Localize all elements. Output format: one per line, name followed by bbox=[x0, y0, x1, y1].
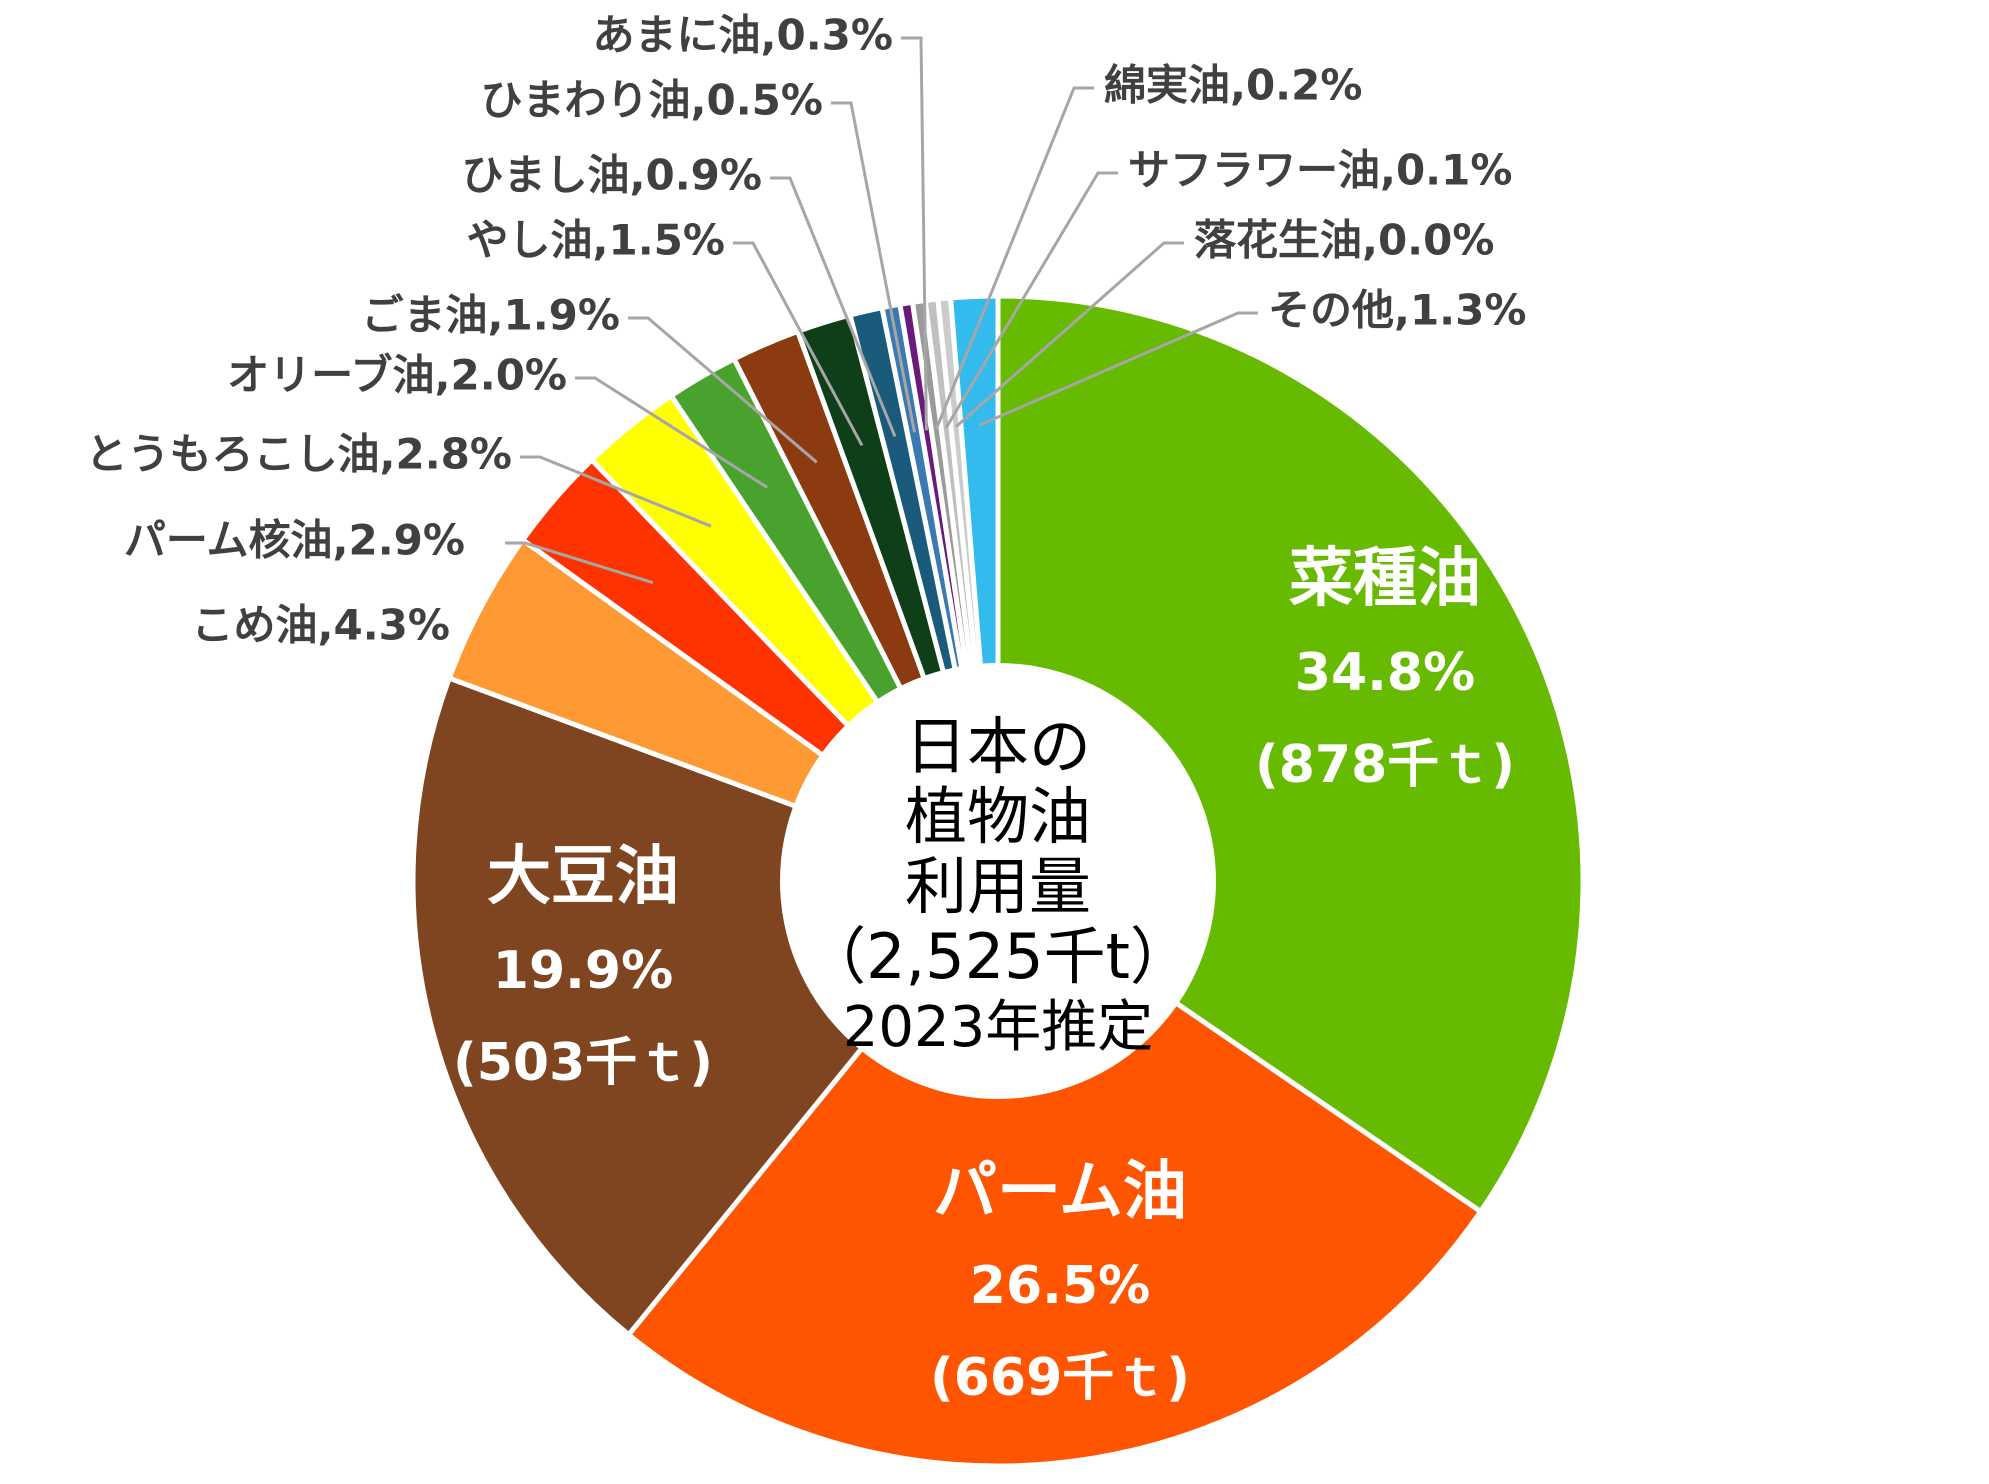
inner-label-0-2: (878千ｔ) bbox=[1255, 735, 1515, 795]
outer-label-7: ごま油,1.9% bbox=[362, 291, 620, 340]
outer-labels: こめ油,4.3% パーム核油,2.9% とうもろこし油,2.8% オリーブ油,2.0%… bbox=[86, 11, 1527, 650]
inner-label-2-0: 大豆油 bbox=[487, 840, 679, 914]
center-line-1: 日本の bbox=[905, 710, 1091, 783]
outer-label-8: やし油,1.5% bbox=[467, 216, 725, 265]
center-line-3: 利用量 bbox=[905, 850, 1091, 923]
slice-0 bbox=[995, 293, 1586, 1216]
outer-label-14: 落花生油,0.0% bbox=[1194, 216, 1494, 265]
outer-label-13: サフラワー油,0.1% bbox=[1128, 146, 1512, 195]
inner-label-0-0: 菜種油 bbox=[1289, 542, 1481, 616]
outer-label-9: ひまし油,0.9% bbox=[462, 151, 762, 200]
leader-line-15 bbox=[978, 311, 1258, 427]
leader-line-10 bbox=[831, 101, 916, 433]
leader-line-9 bbox=[770, 176, 897, 438]
leader-line-7 bbox=[628, 316, 818, 464]
outer-label-15: その他,1.3% bbox=[1268, 286, 1526, 335]
outer-label-4: パーム核油,2.9% bbox=[124, 516, 465, 565]
leader-line-5 bbox=[520, 455, 712, 528]
inner-label-1-0: パーム油 bbox=[933, 1155, 1187, 1229]
outer-label-6: オリーブ油,2.0% bbox=[227, 351, 567, 400]
inner-labels: 菜種油 34.8% (878千ｔ) パーム油 26.5% (669千ｔ) 大豆油 19.9% (… bbox=[453, 542, 1515, 1408]
center-line-4: （2,525千t） bbox=[804, 920, 1192, 993]
leader-line-12 bbox=[934, 86, 1094, 430]
inner-label-1-1: 26.5% bbox=[970, 1256, 1150, 1316]
center-hole bbox=[780, 663, 1216, 1099]
leader-line-13 bbox=[944, 171, 1118, 429]
outer-label-11: あまに油,0.3% bbox=[593, 11, 893, 60]
outer-label-5: とうもろこし油,2.8% bbox=[86, 430, 512, 479]
outer-label-12: 綿実油,0.2% bbox=[1104, 61, 1362, 110]
outer-label-10: ひまわり油,0.5% bbox=[481, 76, 823, 125]
center-label: 日本の 植物油 利用量 （2,525千t） 2023年推定 bbox=[804, 710, 1192, 1060]
center-line-5: 2023年推定 bbox=[843, 995, 1154, 1060]
center-line-2: 植物油 bbox=[905, 780, 1091, 853]
leader-line-8 bbox=[733, 241, 864, 447]
leader-line-14 bbox=[955, 241, 1184, 428]
outer-label-3: こめ油,4.3% bbox=[192, 601, 450, 650]
leader-lines bbox=[505, 36, 1258, 585]
inner-label-2-2: (503千ｔ) bbox=[453, 1033, 713, 1093]
leader-line-11 bbox=[901, 36, 928, 431]
slice-1 bbox=[625, 877, 1485, 1469]
inner-label-0-1: 34.8% bbox=[1295, 643, 1475, 703]
leader-line-6 bbox=[575, 376, 769, 489]
leader-line-4 bbox=[505, 541, 654, 585]
inner-label-2-1: 19.9% bbox=[493, 941, 673, 1001]
inner-label-1-2: (669千ｔ) bbox=[930, 1348, 1190, 1408]
